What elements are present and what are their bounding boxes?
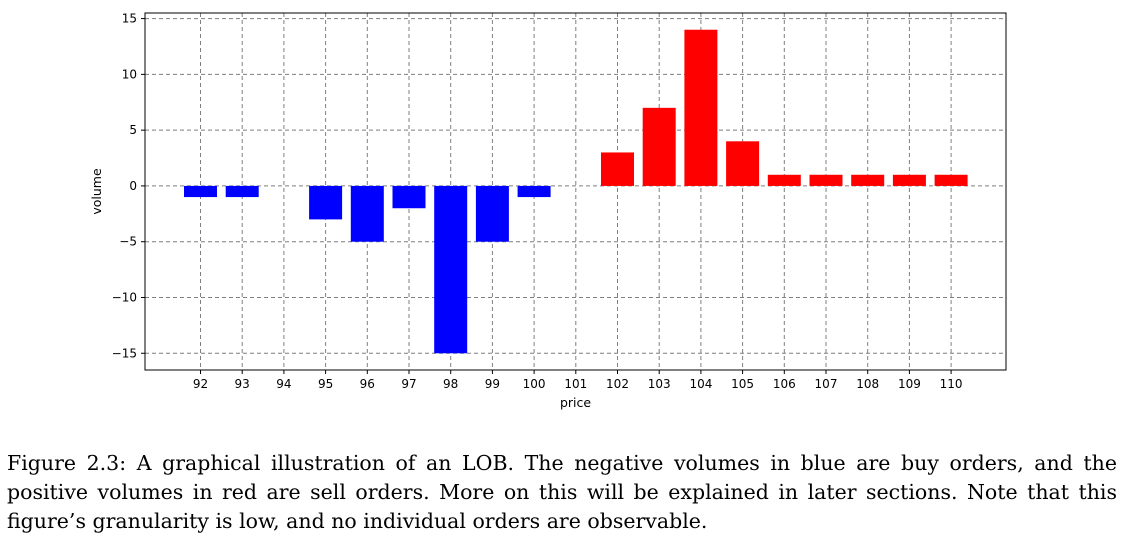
y-tick-label: 10	[122, 67, 137, 81]
x-tick-label: 103	[648, 377, 671, 391]
x-tick-label: 106	[773, 377, 796, 391]
x-tick-label: 96	[360, 377, 375, 391]
sell-volume-bar	[851, 175, 884, 186]
sell-volume-bar	[810, 175, 843, 186]
x-tick-label: 104	[689, 377, 712, 391]
y-tick-label: 15	[122, 12, 137, 26]
figure-caption: Figure 2.3: A graphical illustration of …	[7, 449, 1117, 536]
x-tick-label: 101	[564, 377, 587, 391]
buy-volume-bar	[518, 186, 551, 197]
x-axis-label: price	[560, 395, 591, 410]
sell-volume-bar	[684, 30, 717, 186]
y-tick-label: −15	[112, 346, 137, 360]
x-tick-label: 93	[235, 377, 250, 391]
y-tick-label: 5	[129, 123, 137, 137]
x-tick-label: 108	[856, 377, 879, 391]
axis-ticks: 92 93 94 95 96 97 98 99 100 101 102 103 104 105 106 107…	[112, 12, 963, 391]
x-tick-label: 102	[606, 377, 629, 391]
grid-lines	[145, 13, 1006, 370]
x-tick-label: 105	[731, 377, 754, 391]
y-tick-label: −5	[119, 235, 137, 249]
x-tick-label: 94	[276, 377, 291, 391]
lob-bar-chart: 92 93 94 95 96 97 98 99 100 101 102 103 104 105 106 107…	[0, 0, 1127, 430]
buy-volume-bar	[393, 186, 426, 208]
sell-volume-bar	[768, 175, 801, 186]
buy-volume-bar	[351, 186, 384, 242]
y-tick-label: 0	[129, 179, 137, 193]
buy-volume-bar	[309, 186, 342, 219]
y-tick-label: −10	[112, 290, 137, 304]
sell-volume-bar	[935, 175, 968, 186]
y-axis-label: volume	[89, 168, 104, 215]
buy-volume-bar	[476, 186, 509, 242]
x-tick-label: 97	[401, 377, 416, 391]
buy-volume-bar	[184, 186, 217, 197]
x-tick-label: 110	[940, 377, 963, 391]
sell-volume-bar	[726, 141, 759, 186]
x-tick-label: 100	[523, 377, 546, 391]
x-tick-label: 98	[443, 377, 458, 391]
x-tick-label: 109	[898, 377, 921, 391]
sell-volume-bar	[643, 108, 676, 186]
buy-volume-bar	[434, 186, 467, 353]
x-tick-label: 95	[318, 377, 333, 391]
x-tick-label: 92	[193, 377, 208, 391]
x-tick-label: 99	[485, 377, 500, 391]
x-tick-label: 107	[815, 377, 838, 391]
sell-volume-bar	[601, 152, 634, 185]
sell-volume-bar	[893, 175, 926, 186]
buy-volume-bar	[226, 186, 259, 197]
